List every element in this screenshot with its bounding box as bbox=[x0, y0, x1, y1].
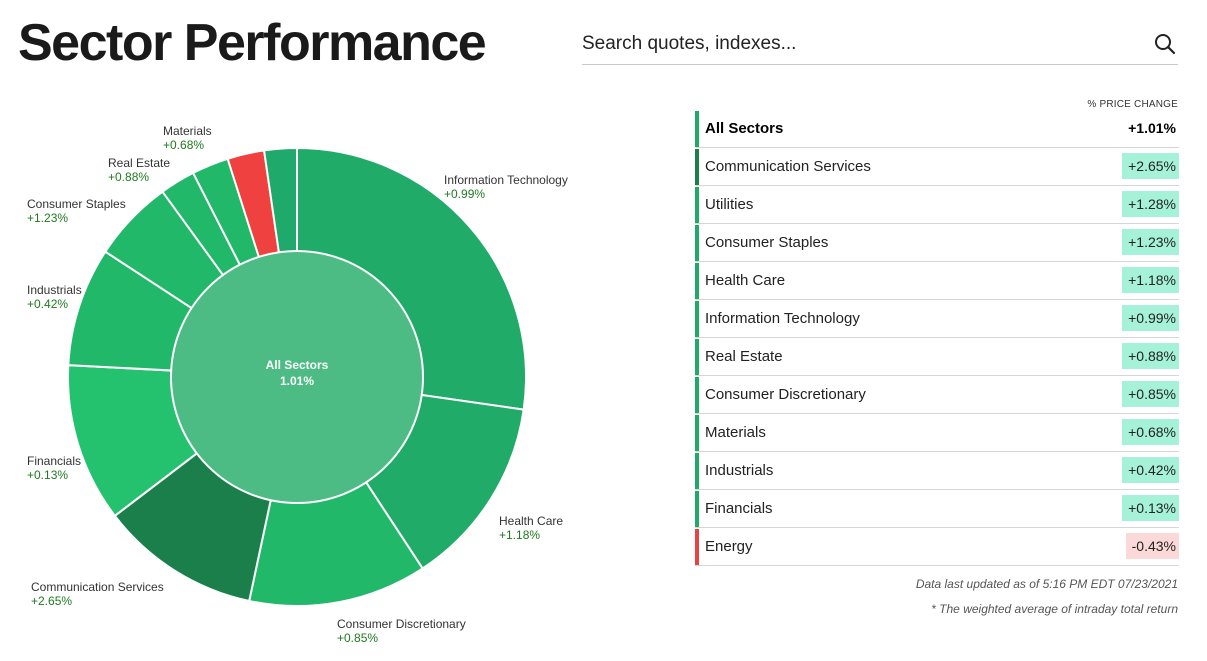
page-title: Sector Performance bbox=[18, 14, 487, 72]
row-color-bar bbox=[695, 415, 699, 451]
row-name: Real Estate bbox=[705, 348, 783, 365]
row-color-bar bbox=[695, 149, 699, 185]
chart-label-name: Financials bbox=[27, 454, 81, 468]
row-change: +0.85% bbox=[1122, 381, 1179, 407]
center-value: 1.01% bbox=[280, 374, 314, 388]
row-name: Financials bbox=[705, 500, 773, 517]
row-color-bar bbox=[695, 339, 699, 375]
row-name: Communication Services bbox=[705, 158, 871, 175]
row-color-bar bbox=[695, 301, 699, 337]
row-name: Utilities bbox=[705, 196, 754, 213]
chart-label-materials: Materials+0.68% bbox=[163, 124, 212, 152]
chart-label-name: Consumer Discretionary bbox=[337, 617, 466, 631]
row-name: Consumer Staples bbox=[705, 234, 829, 251]
footnote-text: * The weighted average of intraday total… bbox=[931, 602, 1178, 616]
row-change: -0.43% bbox=[1125, 533, 1179, 559]
chart-label-value: +0.13% bbox=[27, 468, 68, 482]
chart-label-information-technology: Information Technology+0.99% bbox=[444, 173, 568, 201]
row-change: +0.99% bbox=[1122, 305, 1179, 331]
chart-label-name: Materials bbox=[163, 124, 212, 138]
chart-label-value: +1.23% bbox=[27, 211, 68, 225]
chart-label-name: Consumer Staples bbox=[27, 197, 126, 211]
last-updated-text: Data last updated as of 5:16 PM EDT 07/2… bbox=[915, 577, 1178, 591]
chart-label-value: +0.85% bbox=[337, 631, 378, 645]
row-name: All Sectors bbox=[705, 120, 784, 137]
row-change: +0.13% bbox=[1122, 495, 1179, 521]
table-row-all-sectors[interactable]: All Sectors +1.01% bbox=[695, 110, 1179, 148]
table-row[interactable]: Consumer Staples +1.23% bbox=[695, 224, 1179, 262]
chart-label-value: +1.18% bbox=[499, 528, 540, 542]
row-color-bar bbox=[695, 529, 699, 565]
search-input[interactable] bbox=[582, 26, 1142, 62]
row-color-bar bbox=[695, 187, 699, 223]
row-color-bar bbox=[695, 263, 699, 299]
search-bar bbox=[582, 26, 1178, 65]
chart-label-communication-services: Communication Services+2.65% bbox=[31, 580, 164, 608]
table-row[interactable]: Communication Services +2.65% bbox=[695, 148, 1179, 186]
row-color-bar bbox=[695, 491, 699, 527]
chart-label-name: Industrials bbox=[27, 283, 82, 297]
row-color-bar bbox=[695, 453, 699, 489]
chart-label-financials: Financials+0.13% bbox=[27, 454, 81, 482]
row-name: Industrials bbox=[705, 462, 774, 479]
chart-label-value: +2.65% bbox=[31, 594, 72, 608]
row-name: Information Technology bbox=[705, 310, 860, 327]
chart-label-consumer-staples: Consumer Staples+1.23% bbox=[27, 197, 126, 225]
chart-label-consumer-discretionary: Consumer Discretionary+0.85% bbox=[337, 617, 466, 645]
chart-label-value: +0.42% bbox=[27, 297, 68, 311]
sector-table: All Sectors +1.01% Communication Service… bbox=[695, 110, 1179, 566]
sector-donut-chart: All Sectors 1.01% Information Technology… bbox=[27, 124, 568, 645]
chart-label-value: +0.99% bbox=[444, 187, 485, 201]
row-name: Materials bbox=[705, 424, 766, 441]
chart-label-name: Real Estate bbox=[108, 156, 170, 170]
row-color-bar bbox=[695, 225, 699, 261]
row-change: +1.01% bbox=[1128, 120, 1176, 136]
chart-label-name: Health Care bbox=[499, 514, 563, 528]
chart-label-health-care: Health Care+1.18% bbox=[499, 514, 563, 542]
row-change: +1.23% bbox=[1122, 229, 1179, 255]
row-change: +1.18% bbox=[1122, 267, 1179, 293]
chart-label-real-estate: Real Estate+0.88% bbox=[108, 156, 170, 184]
search-icon[interactable] bbox=[1152, 31, 1178, 57]
chart-label-value: +0.68% bbox=[163, 138, 204, 152]
row-name: Consumer Discretionary bbox=[705, 386, 866, 403]
table-row[interactable]: Health Care +1.18% bbox=[695, 262, 1179, 300]
table-row[interactable]: Industrials +0.42% bbox=[695, 452, 1179, 490]
row-color-bar bbox=[695, 377, 699, 413]
table-row[interactable]: Financials +0.13% bbox=[695, 490, 1179, 528]
chart-label-name: Information Technology bbox=[444, 173, 568, 187]
row-change: +0.88% bbox=[1122, 343, 1179, 369]
chart-label-value: +0.88% bbox=[108, 170, 149, 184]
row-change: +1.28% bbox=[1122, 191, 1179, 217]
center-all-sectors-circle[interactable] bbox=[170, 250, 424, 504]
table-row[interactable]: Materials +0.68% bbox=[695, 414, 1179, 452]
table-row[interactable]: Energy -0.43% bbox=[695, 528, 1179, 566]
table-row[interactable]: Utilities +1.28% bbox=[695, 186, 1179, 224]
row-name: Health Care bbox=[705, 272, 786, 289]
table-row[interactable]: Real Estate +0.88% bbox=[695, 338, 1179, 376]
row-name: Energy bbox=[705, 538, 753, 555]
row-change: +0.68% bbox=[1122, 419, 1179, 445]
table-row[interactable]: Information Technology +0.99% bbox=[695, 300, 1179, 338]
center-label: All Sectors bbox=[266, 358, 329, 372]
row-color-bar bbox=[695, 111, 699, 147]
row-change: +2.65% bbox=[1122, 153, 1179, 179]
column-header-price-change: % PRICE CHANGE bbox=[1087, 99, 1178, 110]
table-row[interactable]: Consumer Discretionary +0.85% bbox=[695, 376, 1179, 414]
chart-label-industrials: Industrials+0.42% bbox=[27, 283, 82, 311]
row-change: +0.42% bbox=[1122, 457, 1179, 483]
chart-label-name: Communication Services bbox=[31, 580, 164, 594]
